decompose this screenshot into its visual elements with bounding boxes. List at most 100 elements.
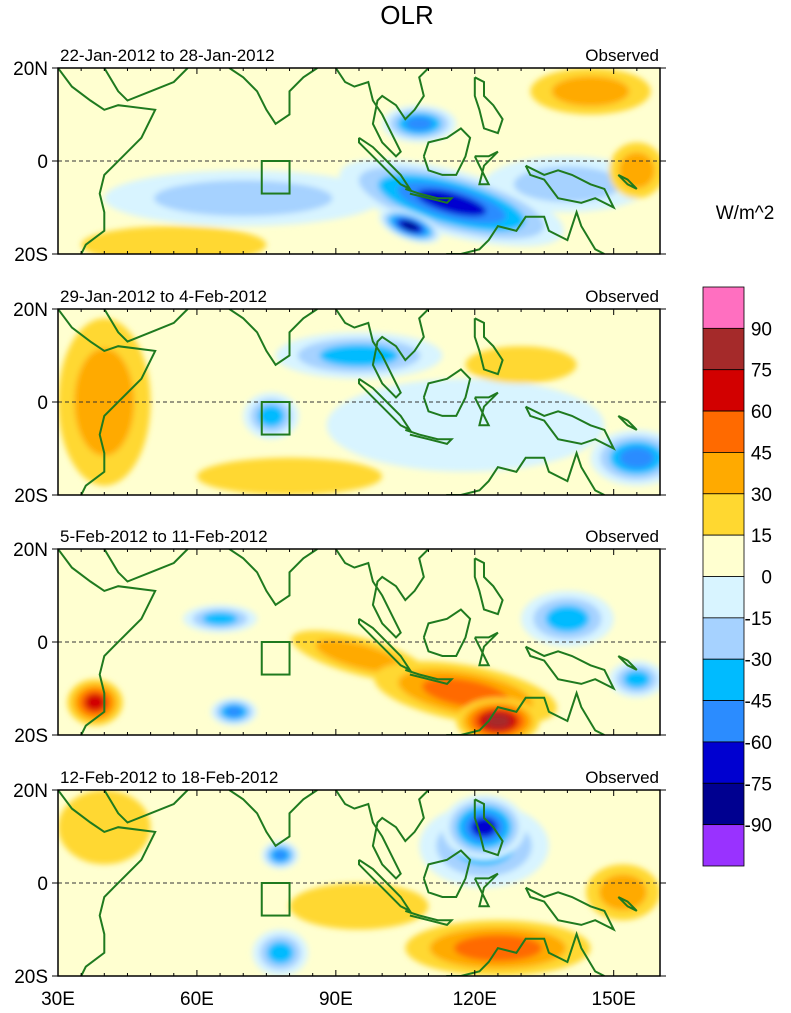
olr-anomaly-blob	[315, 639, 403, 673]
reference-box	[260, 160, 291, 195]
reference-box	[260, 641, 291, 676]
panel-label: Observed	[585, 287, 659, 306]
colorbar-label: -90	[745, 816, 772, 837]
olr-anomaly-blob	[465, 346, 577, 384]
coastline	[404, 187, 455, 204]
coastline	[58, 68, 157, 254]
coastline	[473, 872, 499, 908]
coastline	[58, 309, 157, 495]
olr-anomaly-blob	[81, 226, 267, 254]
panel-label: Observed	[585, 46, 659, 65]
y-tick-label: 0	[37, 152, 48, 173]
y-tick-label: 20S	[14, 245, 48, 266]
y-tick-label: 20N	[13, 540, 48, 561]
colorbar-swatch	[702, 410, 745, 453]
coastline	[334, 549, 430, 639]
coastline	[617, 655, 638, 671]
colorbar-swatch	[702, 369, 745, 412]
olr-field	[58, 309, 660, 495]
y-tick-label: 20N	[13, 781, 48, 802]
panel-period: 5-Feb-2012 to 11-Feb-2012	[60, 527, 268, 546]
x-tick-label: 90E	[319, 989, 353, 1010]
y-tick-label: 20S	[14, 967, 48, 988]
colorbar-swatch	[702, 452, 745, 495]
olr-anomaly-blob	[202, 612, 238, 626]
coastline	[422, 608, 472, 657]
colorbar-label: -60	[745, 733, 772, 754]
coastline	[445, 209, 605, 254]
coastline	[422, 127, 472, 176]
coastline	[445, 930, 605, 976]
coastline	[228, 549, 318, 607]
coastline	[228, 68, 318, 126]
reference-box	[260, 401, 291, 436]
coastline	[617, 174, 638, 190]
coastline	[334, 309, 430, 399]
x-tick-label: 120E	[453, 989, 497, 1010]
olr-anomaly-blob	[74, 348, 135, 456]
colorbar-swatch	[702, 493, 745, 536]
coastline	[473, 798, 504, 857]
coastline	[617, 896, 638, 912]
coastline	[358, 858, 413, 914]
units-label: W/m^2	[716, 203, 775, 224]
coastline	[524, 405, 616, 451]
colorbar: 90 75 60 45 30 15 0 -15 -30 -45 -60 -75 -90	[702, 286, 772, 867]
colorbar-swatch	[702, 286, 745, 329]
panel-period: 29-Jan-2012 to 4-Feb-2012	[60, 287, 267, 306]
coastline	[617, 415, 638, 431]
map-panel-3: 20N 0 20S 5-Feb-2012 to 11-Feb-2012 Observed	[13, 527, 666, 747]
colorbar-swatch	[702, 658, 745, 701]
olr-field	[58, 549, 660, 735]
colorbar-swatch	[702, 617, 745, 660]
map-panel-1: 20N 0 20S 22-Jan-2012 to 28-Jan-2012 Observe…	[13, 46, 666, 266]
olr-anomaly-blob	[619, 447, 655, 469]
coastline	[404, 668, 454, 686]
coastline	[445, 689, 605, 735]
olr-anomaly-blob	[196, 457, 383, 495]
panel-period: 12-Feb-2012 to 18-Feb-2012	[60, 768, 278, 787]
map-panel-2: 20N 0 20S 29-Jan-2012 to 4-Feb-2012 Observed	[13, 287, 666, 507]
colorbar-swatch	[702, 824, 745, 867]
coastline	[524, 164, 616, 210]
olr-anomaly-blob	[623, 670, 651, 688]
x-tick-label: 30E	[41, 989, 75, 1010]
colorbar-label: 15	[751, 526, 772, 547]
colorbar-label: 30	[751, 485, 772, 506]
y-tick-label: 0	[37, 393, 48, 414]
olr-anomaly-blob	[545, 605, 590, 632]
colorbar-swatch	[702, 741, 745, 784]
map-panels: 20N 0 20S 22-Jan-2012 to 28-Jan-2012 Observe…	[13, 46, 666, 988]
olr-anomaly-blob	[153, 180, 333, 217]
olr-anomaly-blob	[405, 116, 434, 131]
colorbar-swatch	[702, 534, 745, 577]
coastline	[58, 790, 157, 976]
olr-anomaly-blob	[471, 817, 497, 838]
olr-anomaly-blob	[84, 693, 106, 712]
coastline	[524, 886, 616, 932]
olr-anomaly-blob	[58, 790, 151, 865]
olr-anomaly-blob	[551, 76, 630, 107]
chart-title: OLR	[380, 0, 433, 30]
coastline	[103, 68, 189, 102]
panel-label: Observed	[585, 527, 659, 546]
colorbar-label: 90	[751, 319, 772, 340]
panel-label: Observed	[585, 768, 659, 787]
y-tick-label: 0	[37, 874, 48, 895]
y-tick-label: 20S	[14, 726, 48, 747]
colorbar-label: 75	[751, 361, 772, 382]
map-panel-4: 20N 0 20S 12-Feb-2012 to 18-Feb-2012 Observe…	[13, 768, 666, 988]
reference-box	[260, 882, 291, 917]
coastline	[422, 368, 472, 417]
olr-anomaly-blob	[289, 882, 429, 930]
colorbar-swatch	[702, 327, 745, 371]
coastline	[334, 790, 430, 880]
coastline	[103, 549, 189, 583]
y-tick-label: 20N	[13, 300, 48, 321]
coastline	[103, 790, 189, 824]
colorbar-swatch	[702, 782, 745, 826]
y-tick-label: 20S	[14, 486, 48, 507]
coastline	[404, 909, 454, 927]
coastline	[473, 391, 499, 427]
